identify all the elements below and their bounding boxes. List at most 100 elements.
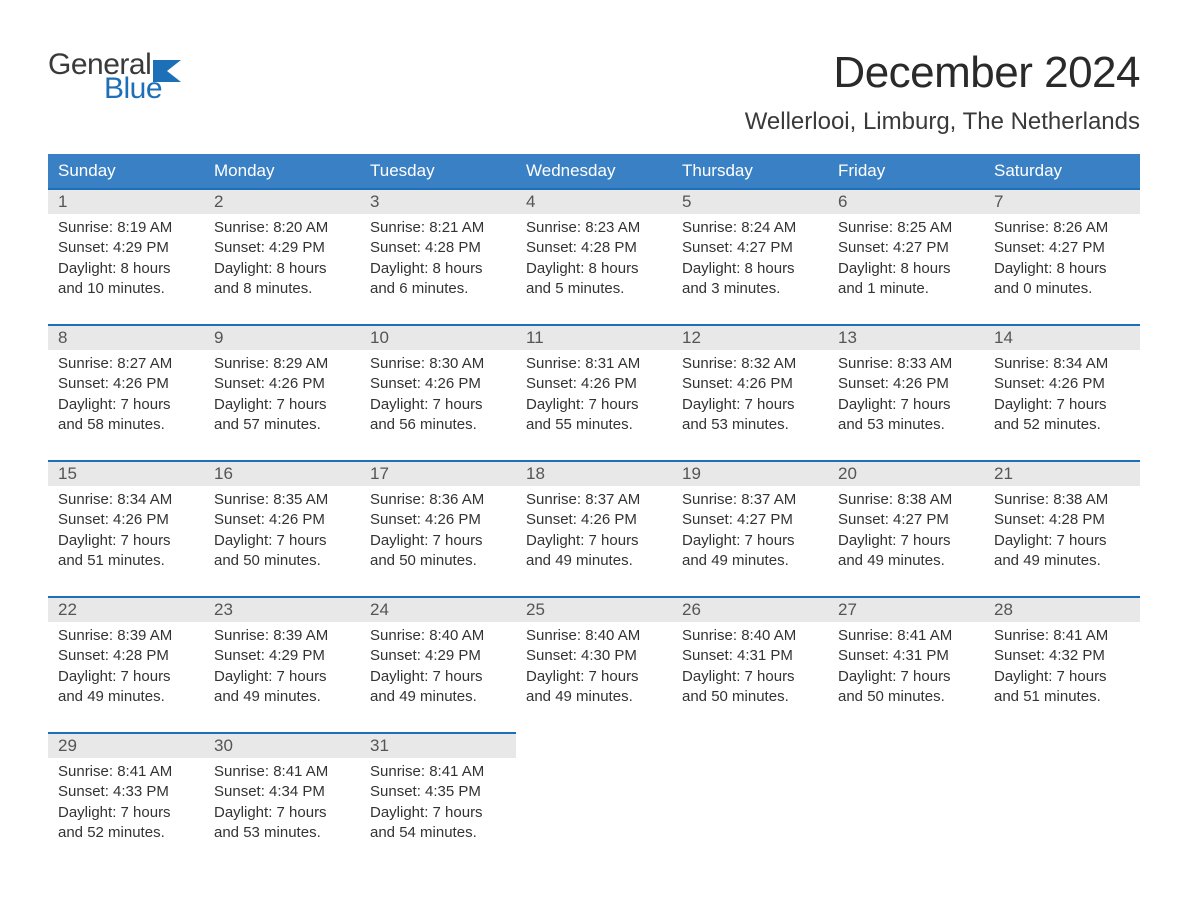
day-number: 1: [48, 188, 204, 214]
sunrise-text: Sunrise: 8:39 AM: [214, 626, 350, 646]
sunset-text: Sunset: 4:29 PM: [370, 646, 506, 666]
daylight-line1: Daylight: 7 hours: [682, 395, 818, 415]
calendar-body: 1234567Sunrise: 8:19 AMSunset: 4:29 PMDa…: [48, 188, 1140, 866]
day-number: 18: [516, 460, 672, 486]
sunrise-text: Sunrise: 8:34 AM: [994, 354, 1130, 374]
sunrise-text: Sunrise: 8:19 AM: [58, 218, 194, 238]
daylight-line1: Daylight: 7 hours: [370, 395, 506, 415]
daylight-line1: Daylight: 8 hours: [370, 259, 506, 279]
week-content-row: Sunrise: 8:19 AMSunset: 4:29 PMDaylight:…: [48, 214, 1140, 322]
day-cell: Sunrise: 8:32 AMSunset: 4:26 PMDaylight:…: [672, 350, 828, 458]
daylight-line1: Daylight: 7 hours: [214, 803, 350, 823]
day-cell: Sunrise: 8:33 AMSunset: 4:26 PMDaylight:…: [828, 350, 984, 458]
day-number: 24: [360, 596, 516, 622]
daylight-line1: Daylight: 8 hours: [526, 259, 662, 279]
day-number: 19: [672, 460, 828, 486]
sunrise-text: Sunrise: 8:23 AM: [526, 218, 662, 238]
daylight-line1: Daylight: 7 hours: [58, 395, 194, 415]
sunset-text: Sunset: 4:35 PM: [370, 782, 506, 802]
daylight-line2: and 49 minutes.: [994, 551, 1130, 571]
day-number: 15: [48, 460, 204, 486]
week-daynum-row: 891011121314: [48, 324, 1140, 350]
sunrise-text: Sunrise: 8:41 AM: [838, 626, 974, 646]
empty-cell: [516, 758, 672, 866]
day-cell: Sunrise: 8:27 AMSunset: 4:26 PMDaylight:…: [48, 350, 204, 458]
daylight-line2: and 49 minutes.: [526, 687, 662, 707]
daylight-line2: and 55 minutes.: [526, 415, 662, 435]
week-daynum-row: 22232425262728: [48, 596, 1140, 622]
day-cell: Sunrise: 8:20 AMSunset: 4:29 PMDaylight:…: [204, 214, 360, 322]
sunset-text: Sunset: 4:27 PM: [682, 238, 818, 258]
sunset-text: Sunset: 4:26 PM: [526, 374, 662, 394]
title-block: December 2024 Wellerlooi, Limburg, The N…: [745, 48, 1140, 136]
sunset-text: Sunset: 4:26 PM: [58, 374, 194, 394]
day-cell: Sunrise: 8:19 AMSunset: 4:29 PMDaylight:…: [48, 214, 204, 322]
daylight-line2: and 57 minutes.: [214, 415, 350, 435]
empty-cell: [672, 732, 828, 758]
day-number: 30: [204, 732, 360, 758]
daylight-line1: Daylight: 7 hours: [994, 395, 1130, 415]
week-daynum-row: 15161718192021: [48, 460, 1140, 486]
daylight-line2: and 5 minutes.: [526, 279, 662, 299]
logo-text-blue: Blue: [104, 72, 187, 106]
daylight-line2: and 51 minutes.: [994, 687, 1130, 707]
daylight-line1: Daylight: 7 hours: [214, 667, 350, 687]
sunset-text: Sunset: 4:31 PM: [838, 646, 974, 666]
daylight-line1: Daylight: 7 hours: [214, 531, 350, 551]
week-content-row: Sunrise: 8:34 AMSunset: 4:26 PMDaylight:…: [48, 486, 1140, 594]
day-cell: Sunrise: 8:41 AMSunset: 4:31 PMDaylight:…: [828, 622, 984, 730]
sunrise-text: Sunrise: 8:29 AM: [214, 354, 350, 374]
day-cell: Sunrise: 8:41 AMSunset: 4:35 PMDaylight:…: [360, 758, 516, 866]
day-cell: Sunrise: 8:41 AMSunset: 4:34 PMDaylight:…: [204, 758, 360, 866]
daylight-line2: and 53 minutes.: [214, 823, 350, 843]
weekday-header: Friday: [828, 154, 984, 188]
day-number: 14: [984, 324, 1140, 350]
sunset-text: Sunset: 4:30 PM: [526, 646, 662, 666]
sunset-text: Sunset: 4:29 PM: [214, 646, 350, 666]
day-number: 21: [984, 460, 1140, 486]
daylight-line2: and 49 minutes.: [838, 551, 974, 571]
empty-cell: [984, 732, 1140, 758]
day-number: 25: [516, 596, 672, 622]
sunset-text: Sunset: 4:31 PM: [682, 646, 818, 666]
weekday-header: Monday: [204, 154, 360, 188]
sunset-text: Sunset: 4:26 PM: [682, 374, 818, 394]
daylight-line2: and 52 minutes.: [58, 823, 194, 843]
sunrise-text: Sunrise: 8:36 AM: [370, 490, 506, 510]
day-number: 29: [48, 732, 204, 758]
daylight-line2: and 50 minutes.: [838, 687, 974, 707]
empty-cell: [984, 758, 1140, 866]
calendar: SundayMondayTuesdayWednesdayThursdayFrid…: [48, 154, 1140, 866]
daylight-line2: and 50 minutes.: [214, 551, 350, 571]
page-header: General Blue December 2024 Wellerlooi, L…: [48, 48, 1140, 136]
sunset-text: Sunset: 4:34 PM: [214, 782, 350, 802]
day-cell: Sunrise: 8:36 AMSunset: 4:26 PMDaylight:…: [360, 486, 516, 594]
sunrise-text: Sunrise: 8:25 AM: [838, 218, 974, 238]
week-content-row: Sunrise: 8:39 AMSunset: 4:28 PMDaylight:…: [48, 622, 1140, 730]
day-cell: Sunrise: 8:25 AMSunset: 4:27 PMDaylight:…: [828, 214, 984, 322]
daylight-line2: and 10 minutes.: [58, 279, 194, 299]
week-daynum-row: 293031: [48, 732, 1140, 758]
day-number: 3: [360, 188, 516, 214]
daylight-line2: and 49 minutes.: [370, 687, 506, 707]
daylight-line1: Daylight: 7 hours: [838, 667, 974, 687]
weekday-header: Thursday: [672, 154, 828, 188]
daylight-line1: Daylight: 7 hours: [838, 531, 974, 551]
sunrise-text: Sunrise: 8:40 AM: [370, 626, 506, 646]
sunset-text: Sunset: 4:28 PM: [994, 510, 1130, 530]
sunrise-text: Sunrise: 8:27 AM: [58, 354, 194, 374]
day-number: 22: [48, 596, 204, 622]
sunset-text: Sunset: 4:27 PM: [838, 510, 974, 530]
sunset-text: Sunset: 4:26 PM: [370, 374, 506, 394]
sunset-text: Sunset: 4:32 PM: [994, 646, 1130, 666]
day-cell: Sunrise: 8:34 AMSunset: 4:26 PMDaylight:…: [984, 350, 1140, 458]
sunrise-text: Sunrise: 8:37 AM: [682, 490, 818, 510]
sunrise-text: Sunrise: 8:33 AM: [838, 354, 974, 374]
daylight-line1: Daylight: 7 hours: [994, 531, 1130, 551]
sunrise-text: Sunrise: 8:41 AM: [214, 762, 350, 782]
daylight-line2: and 49 minutes.: [526, 551, 662, 571]
daylight-line1: Daylight: 8 hours: [58, 259, 194, 279]
day-cell: Sunrise: 8:40 AMSunset: 4:29 PMDaylight:…: [360, 622, 516, 730]
weekday-header-row: SundayMondayTuesdayWednesdayThursdayFrid…: [48, 154, 1140, 188]
daylight-line1: Daylight: 7 hours: [994, 667, 1130, 687]
